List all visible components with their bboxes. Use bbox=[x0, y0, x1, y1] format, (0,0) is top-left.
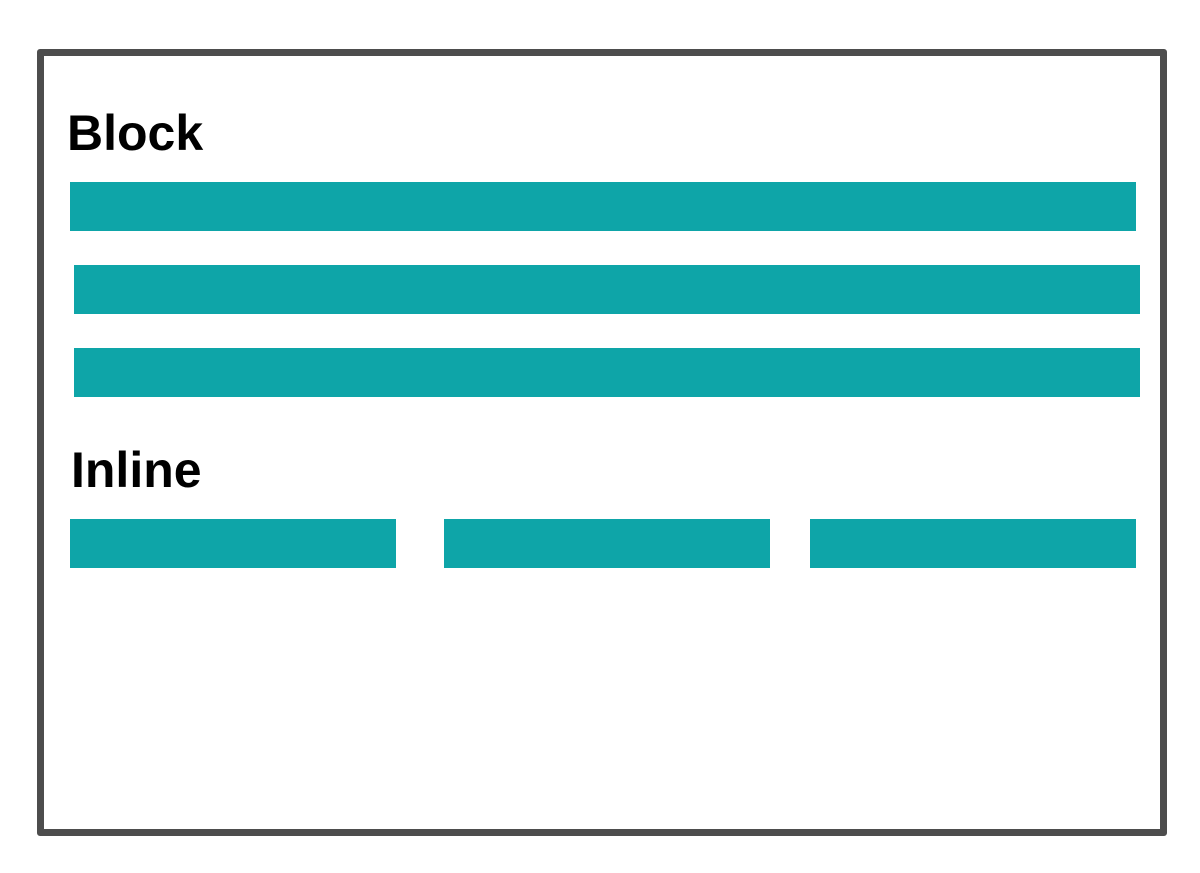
block-element-1 bbox=[70, 182, 1136, 231]
block-heading: Block bbox=[67, 105, 204, 161]
block-element-2 bbox=[74, 265, 1140, 314]
block-element-3 bbox=[74, 348, 1140, 397]
inline-element-2 bbox=[444, 519, 770, 568]
inline-element-1 bbox=[70, 519, 396, 568]
inline-element-3 bbox=[810, 519, 1136, 568]
inline-heading: Inline bbox=[71, 442, 202, 498]
diagram-frame bbox=[37, 49, 1167, 836]
